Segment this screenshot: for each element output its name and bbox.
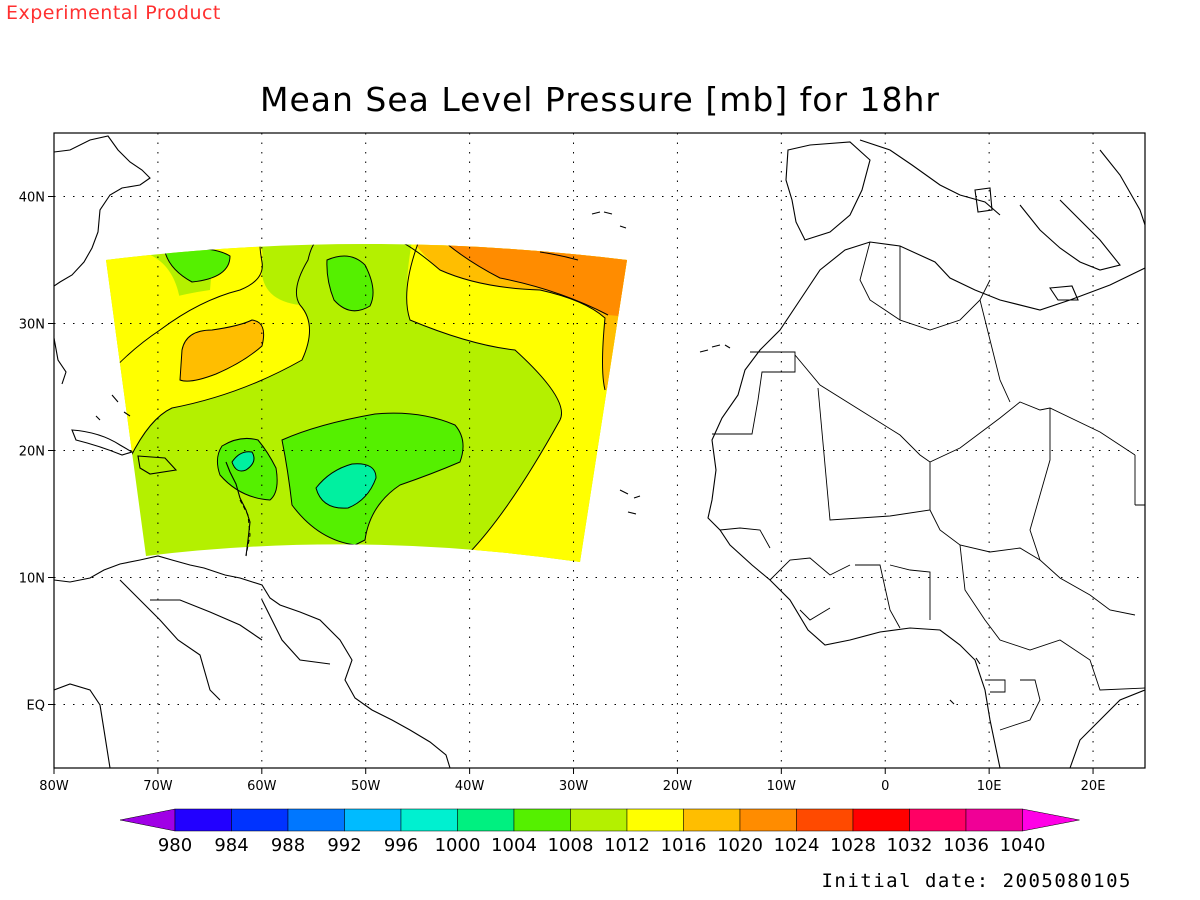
colorbar-arrow-low [119,808,176,832]
field-1020-b [180,320,264,382]
colorbar-swatch [570,808,628,832]
field-1016 [106,244,627,562]
colorbar-swatch [287,808,345,832]
lat-tick-label: 30N [19,318,45,333]
coast-azores [591,211,627,229]
colorbar-label: 988 [271,835,305,856]
colorbar-arrow-high [1022,808,1080,832]
coast-south-america-west [54,683,111,768]
colorbar-swatch [739,808,797,832]
coast-antilles [225,461,251,557]
coast-gulf-guinea-islands [949,657,981,705]
colorbar-swatch [231,808,289,832]
lat-tick-label: 40N [19,191,45,206]
field-1004-b [232,451,254,471]
coast-florida [54,337,67,385]
colorbar-label: 1024 [774,835,820,856]
coast-italy [1019,199,1121,271]
lon-tick-label: 40W [455,779,485,794]
initial-date: Initial date: 2005080105 [821,870,1132,892]
lon-tick-label: 30W [559,779,589,794]
field-1008-b [326,256,374,311]
colorbar-label: 996 [384,835,418,856]
coastlines [54,135,1145,768]
coast-balkans [1099,149,1145,226]
field-1008-a [165,248,230,282]
experimental-product-label: Experimental Product [6,2,221,24]
lat-lon-grid [54,133,1145,768]
colorbar-swatch [965,808,1023,832]
lon-tick-label: 70W [143,779,173,794]
colorbar-swatch [909,808,967,832]
coast-sicily [1049,285,1079,301]
lon-tick-label: 0 [881,779,889,794]
coast-canaries [699,344,731,353]
map-area [54,133,1145,768]
colorbar-swatch [683,808,741,832]
coast-france [859,139,1001,216]
colorbar-label: 1032 [887,835,933,856]
lon-tick-label: 20W [663,779,693,794]
coast-north-america [54,135,151,287]
coast-africa-west [707,241,1145,768]
colorbar-label: 992 [327,835,361,856]
pressure-field [106,244,627,562]
lon-tick-label: 20E [1081,779,1106,794]
map-axes: 80W 70W 60W 50W 40W 30W 20W 10W 0 10E 20E 40N 30N 20N… [19,191,1106,795]
lon-tick-label: 10E [977,779,1002,794]
lon-tick-label: 80W [39,779,69,794]
lon-tick-label: 10W [767,779,797,794]
pressure-contours [106,244,609,553]
colorbar-swatch [852,808,910,832]
colorbar-label: 1020 [717,835,763,856]
colorbar-swatch [796,808,854,832]
colorbar-swatch [344,808,402,832]
coast-sardinia [974,187,993,213]
colorbar-label: 1028 [830,835,876,856]
colorbar-swatch [457,808,515,832]
lon-tick-label: 60W [247,779,277,794]
map-title: Mean Sea Level Pressure [mb] for 18hr [259,80,941,119]
colorbar-swatch [400,808,458,832]
colorbar-label: 1040 [1000,835,1046,856]
country-borders [712,241,1145,731]
coast-africa-east [1069,689,1145,768]
colorbar-label: 1000 [435,835,481,856]
field-1004-a [316,463,376,509]
colorbar: 980 984 988 992 996 1000 1004 1008 1012 1016 1020 1… [119,808,1080,856]
coast-south-america-interior [119,579,331,701]
colorbar-label: 980 [158,835,192,856]
colorbar-label: 984 [214,835,248,856]
coast-cuba [71,429,134,456]
lat-tick-label: 10N [19,572,45,587]
colorbar-label: 1012 [604,835,650,856]
colorbar-label: 1036 [943,835,989,856]
colorbar-label: 1004 [491,835,537,856]
coast-iberia [785,141,871,241]
coast-cape-verde [619,489,641,515]
coast-hispaniola [137,455,178,475]
colorbar-label: 1008 [548,835,594,856]
colorbar-swatch [174,808,232,832]
coast-bahamas [95,394,131,421]
dashed-boundary [239,499,251,557]
colorbar-swatch [626,808,684,832]
colorbar-label: 1016 [661,835,707,856]
lat-tick-label: EQ [27,699,45,714]
coast-central-america [54,555,451,768]
lon-tick-label: 50W [351,779,381,794]
lat-tick-label: 20N [19,445,45,460]
colorbar-swatch [513,808,571,832]
